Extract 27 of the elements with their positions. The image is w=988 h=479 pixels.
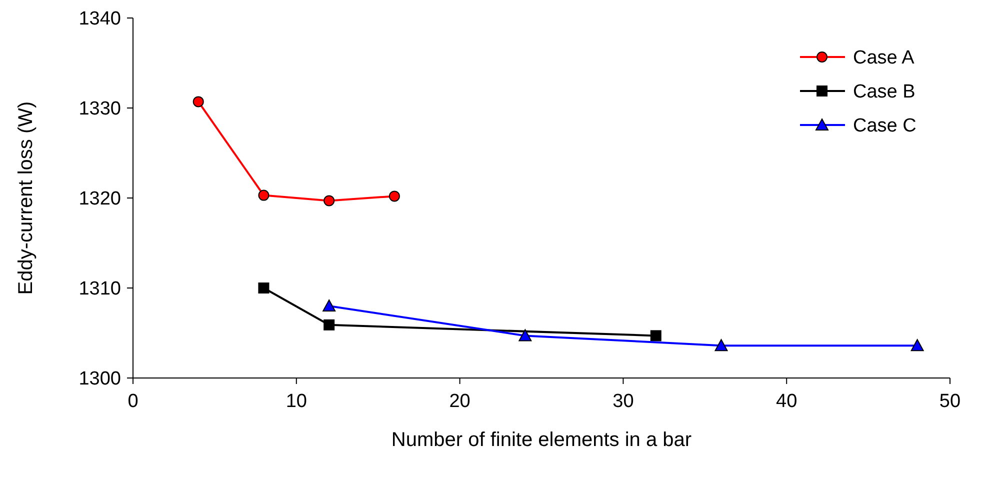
point [650, 330, 662, 342]
point [192, 96, 204, 108]
x-tick-label: 10 [286, 391, 307, 412]
point [324, 319, 335, 330]
x-tick-label: 0 [128, 391, 138, 412]
y-axis-title: Eddy-current loss (W) [15, 101, 37, 295]
y-tick-label: 1310 [78, 278, 121, 300]
legend-label: Case A [853, 48, 915, 69]
x-tick-label: 40 [776, 391, 798, 412]
point [518, 329, 532, 342]
x-tick-label: 30 [612, 391, 634, 412]
y-tick-label: 1320 [78, 188, 121, 210]
legend-label: Case C [853, 116, 916, 137]
point [714, 339, 728, 352]
y-tick-label: 1340 [78, 8, 121, 30]
point [910, 339, 924, 352]
y-tick-label: 1300 [78, 368, 121, 390]
x-axis-title: Number of finite elements in a bar [391, 429, 692, 451]
x-tick-label: 20 [449, 391, 470, 412]
point [258, 282, 270, 294]
point [324, 195, 335, 206]
point [322, 300, 336, 312]
x-tick-label: 50 [939, 391, 961, 412]
y-tick-label: 1330 [78, 98, 121, 120]
legend-label: Case B [853, 82, 916, 103]
point [388, 190, 400, 202]
point [258, 190, 270, 201]
